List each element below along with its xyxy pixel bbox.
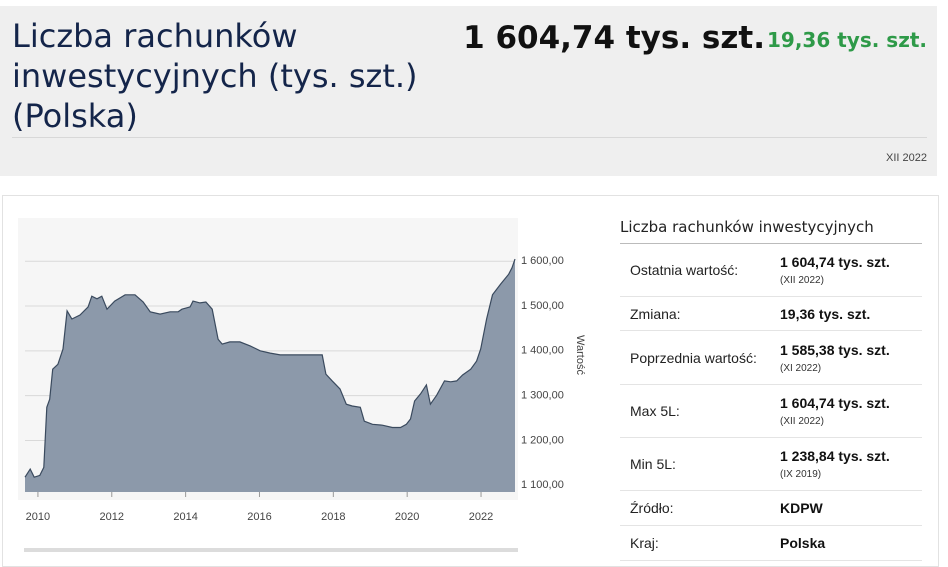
chart: Wartość 1 100,00 1 200,00 1 300,00 1 400,00… xyxy=(24,255,587,552)
date: XII 2022 xyxy=(886,152,927,164)
row-value-cell: 1 604,74 tys. szt. (XII 2022) xyxy=(780,395,890,427)
x-tick-label: 2010 xyxy=(26,511,50,523)
table-row: Min 5L: 1 238,84 tys. szt. (IX 2019) xyxy=(620,438,922,491)
latest-value: 1 604,74 tys. szt. xyxy=(463,20,765,56)
row-date: (IX 2019) xyxy=(780,469,822,480)
y-tick-label: 1 100,00 xyxy=(521,479,564,491)
x-tick-label: 2020 xyxy=(395,511,419,523)
table-row: Max 5L: 1 604,74 tys. szt. (XII 2022) xyxy=(620,385,922,438)
row-value-cell: 1 585,38 tys. szt. (XI 2022) xyxy=(780,342,890,374)
row-value: 1 585,38 tys. szt. xyxy=(780,341,890,358)
row-value: 19,36 tys. szt. xyxy=(780,305,871,322)
row-date: (XII 2022) xyxy=(780,416,824,427)
row-label: Kraj: xyxy=(630,535,659,551)
y-tick-label: 1 400,00 xyxy=(521,345,564,357)
header: Liczba rachunków inwestycyjnych (tys. sz… xyxy=(0,6,937,176)
divider xyxy=(12,137,927,138)
page: Liczba rachunków inwestycyjnych (tys. sz… xyxy=(0,6,939,567)
page-title: Liczba rachunków inwestycyjnych (tys. sz… xyxy=(12,17,418,135)
row-value-cell: KDPW xyxy=(780,500,823,516)
area-line xyxy=(24,258,516,478)
row-value-cell: 1 604,74 tys. szt. (XII 2022) xyxy=(780,254,890,286)
table-row: Źródło: KDPW xyxy=(620,491,922,526)
table-title: Liczba rachunków inwestycyjnych xyxy=(620,218,922,244)
row-label: Min 5L: xyxy=(630,456,676,472)
row-label: Poprzednia wartość: xyxy=(630,349,757,366)
rows: Ostatnia wartość: 1 604,74 tys. szt. (XII … xyxy=(620,244,922,561)
row-label: Max 5L: xyxy=(630,403,680,419)
table-row: Poprzednia wartość: 1 585,38 tys. szt. (XI… xyxy=(620,331,922,385)
table-row: Zmiana: 19,36 tys. szt. xyxy=(620,297,922,331)
area-fill xyxy=(25,259,515,492)
y-axis-title: Wartość xyxy=(574,335,586,375)
row-value: KDPW xyxy=(780,500,823,516)
x-tick-label: 2018 xyxy=(321,511,345,523)
row-date: (XII 2022) xyxy=(780,275,824,286)
y-tick-label: 1 500,00 xyxy=(521,300,564,312)
row-value-cell: 19,36 tys. szt. xyxy=(780,306,870,322)
x-tick-label: 2016 xyxy=(247,511,271,523)
row-label: Zmiana: xyxy=(630,305,681,322)
x-tick-label: 2022 xyxy=(469,511,493,523)
row-value: Polska xyxy=(780,535,826,551)
y-tick-label: 1 300,00 xyxy=(521,390,564,402)
x-tick-label: 2014 xyxy=(173,511,197,523)
row-value-cell: 1 238,84 tys. szt. (IX 2019) xyxy=(780,448,890,480)
row-label: Źródło: xyxy=(630,500,674,516)
y-tick-label: 1 200,00 xyxy=(521,434,564,446)
row-value: 1 604,74 tys. szt. xyxy=(780,254,890,270)
change: 19,36 tys. szt. xyxy=(767,28,927,52)
x-tick-label: 2012 xyxy=(100,511,124,523)
stats-table: Liczba rachunków inwestycyjnych Ostatnia… xyxy=(620,218,922,561)
table-row: Kraj: Polska xyxy=(620,526,922,561)
row-value: 1 238,84 tys. szt. xyxy=(780,448,890,464)
row-value: 1 604,74 tys. szt. xyxy=(780,395,890,411)
navigator xyxy=(24,548,518,552)
table-row: Ostatnia wartość: 1 604,74 tys. szt. (XII … xyxy=(620,244,922,297)
row-label: Ostatnia wartość: xyxy=(630,262,739,278)
row-value-cell: Polska xyxy=(780,535,825,551)
row-date: (XI 2022) xyxy=(780,362,822,374)
y-tick-label: 1 600,00 xyxy=(521,255,564,267)
